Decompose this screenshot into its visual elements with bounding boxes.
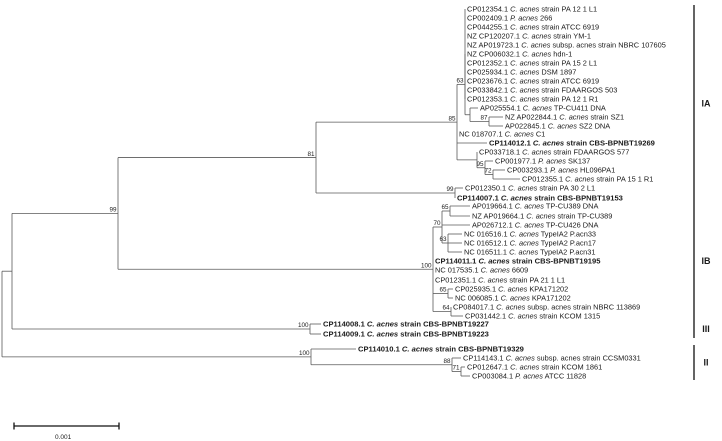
leaf-label: CP012353.1 C. acnes strain PA 12 1 R1: [467, 95, 598, 104]
leaf-label: CP084017.1 C. acnes subsp. acnes strain …: [453, 303, 640, 312]
leaf-label: CP033842.1 C. acnes strain FDAARGOS 503: [467, 86, 617, 95]
leaf-label: CP025934.1 C. acnes DSM 1897: [467, 68, 576, 77]
leaf-label: CP001977.1 P. acnes SK137: [495, 157, 590, 166]
scale-bar: 0.001: [13, 422, 120, 441]
clade-label: II: [703, 358, 708, 368]
support-value: 100: [421, 262, 432, 269]
support-value: 65: [441, 204, 449, 211]
leaf-label: NC 016516.1 C. acnes TypeIA2 P.acn33: [464, 230, 596, 239]
leaf-label: AP026712.1 C. acnes TP-CU426 DNA: [472, 221, 598, 230]
support-value: 99: [109, 207, 117, 214]
leaf-label: CP114012.1 C. acnes strain CBS-BPNBT1926…: [489, 139, 655, 148]
leaf-label: CP003084.1 P. acnes ATCC 11828: [472, 372, 586, 381]
support-value: 65: [439, 287, 447, 294]
leaf-label: NZ AP022844.1 C. acnes strain SZ1: [505, 113, 624, 122]
leaf-labels: CP012354.1 C. acnes strain PA 12 1 L1CP0…: [323, 5, 666, 381]
leaf-label: CP114009.1 C. acnes strain CBS-BPNBT1922…: [323, 330, 489, 339]
support-value: 63: [439, 236, 447, 243]
leaf-label: CP012647.1 C. acnes strain KCOM 1861: [467, 363, 602, 372]
leaf-label: CP114008.1 C. acnes strain CBS-BPNBT1922…: [323, 320, 489, 329]
support-value: 95: [476, 161, 484, 168]
leaf-label: CP012354.1 C. acnes strain PA 12 1 L1: [467, 5, 597, 14]
clade-label: IB: [702, 256, 712, 266]
support-value: 64: [442, 305, 450, 312]
leaf-label: AP025554.1 C. acnes TP-CU411 DNA: [480, 104, 606, 113]
leaf-label: NC 017535.1 C. acnes 6609: [435, 266, 528, 275]
leaf-label: CP023676.1 C. acnes strain ATCC 6919: [467, 77, 599, 86]
support-value: 88: [443, 358, 451, 365]
support-value: 71: [452, 365, 460, 372]
support-value: 87: [480, 115, 488, 122]
leaf-label: CP114010.1 C. acnes strain CBS-BPNBT1932…: [358, 345, 524, 354]
leaf-label: CP044255.1 C. acnes strain ATCC 6919: [467, 23, 599, 32]
support-value: 100: [299, 350, 310, 357]
support-value: 100: [298, 322, 309, 329]
leaf-label: CP114011.1 C. acnes strain CBS-BPNBT1919…: [435, 257, 601, 266]
leaf-label: NZ CP006032.1 C. acnes hdn-1: [467, 50, 572, 59]
leaf-label: AP019664.1 C. acnes TP-CU389 DNA: [472, 202, 598, 211]
leaf-label: CP012350.1 C. acnes strain PA 30 2 L1: [465, 184, 595, 193]
leaf-label: CP003293.1 P. acnes HL096PA1: [507, 166, 615, 175]
leaf-label: NC 018707.1 C. acnes C1: [459, 130, 545, 139]
support-value: 72: [484, 168, 492, 175]
leaf-label: NC 016511.1 C. acnes TypeIA2 P.acn31: [464, 248, 596, 257]
support-value: 99: [446, 186, 454, 193]
leaf-label: CP031442.1 C. acnes strain KCOM 1315: [465, 312, 600, 321]
leaf-label: CP025935.1 C. acnes KPA171202: [455, 285, 568, 294]
leaf-label: CP012355.1 C. acnes strain PA 15 1 R1: [522, 175, 653, 184]
scale-bar-label: 0.001: [55, 434, 72, 441]
leaf-label: NZ AP019723.1 C. acnes subsp. acnes stra…: [467, 41, 666, 50]
leaf-label: NZ AP019664.1 C. acnes strain TP-CU389: [472, 212, 612, 221]
support-value: 70: [433, 220, 441, 227]
leaf-label: NC 006085.1 C. acnes KPA171202: [455, 294, 571, 303]
support-value: 81: [307, 151, 315, 158]
clade-label: III: [702, 324, 710, 334]
leaf-label: CP012352.1 C. acnes strain PA 15 2 L1: [467, 59, 597, 68]
leaf-label: CP114007.1 C. acnes strain CBS-BPNBT1915…: [457, 194, 623, 203]
leaf-label: CP114143.1 C. acnes subsp. acnes strain …: [463, 354, 641, 363]
leaf-label: CP033718.1 C. acnes strain FDAARGOS 577: [479, 148, 629, 157]
leaf-label: AP022845.1 C. acnes SZ2 DNA: [505, 122, 610, 131]
support-value: 85: [448, 115, 456, 122]
leaf-label: CP012351.1 C. acnes strain PA 21 1 L1: [435, 276, 565, 285]
leaf-label: NZ CP120207.1 C. acnes strain YM-1: [467, 32, 591, 41]
tree-branches: [1, 9, 520, 377]
leaf-label: CP002409.1 P. acnes 266: [467, 14, 552, 23]
clade-label: IA: [702, 99, 712, 109]
leaf-label: NC 016512.1 C. acnes TypeIA2 P.acn17: [464, 239, 596, 248]
support-value: 63: [456, 78, 464, 85]
